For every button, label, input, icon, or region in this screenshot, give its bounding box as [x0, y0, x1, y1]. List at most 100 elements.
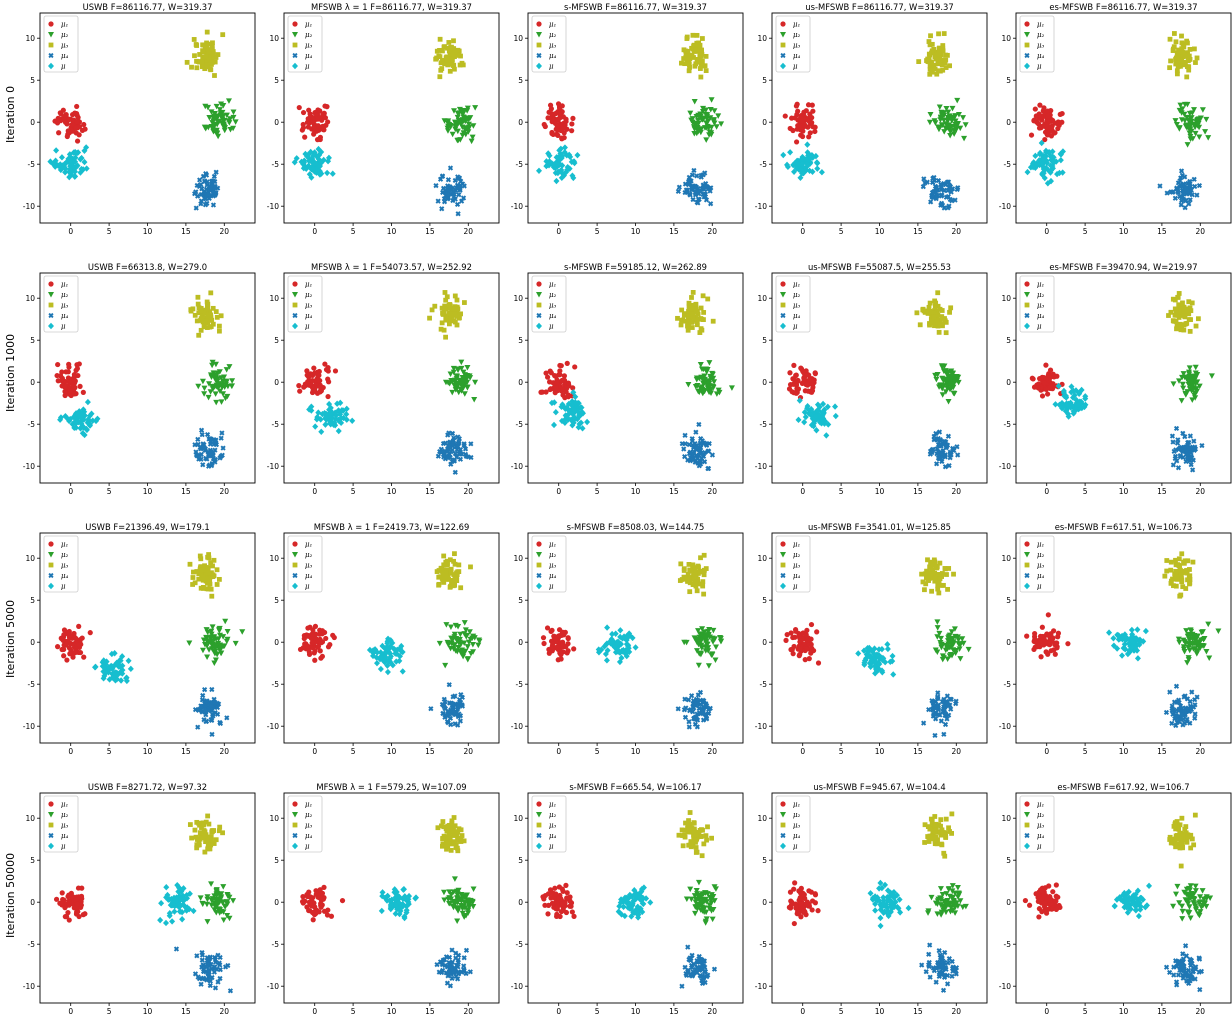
- data-point: [941, 31, 947, 36]
- data-point: [464, 125, 471, 132]
- y-tick-label: -10: [999, 722, 1011, 731]
- data-point: [555, 101, 562, 107]
- data-point: [446, 40, 452, 45]
- data-point: [930, 179, 936, 185]
- data-point: [308, 174, 315, 181]
- x-tick-label: 20: [1196, 227, 1206, 236]
- data-point: [687, 192, 693, 198]
- x-tick-label: 0: [1044, 487, 1049, 496]
- data-point: [1031, 384, 1038, 390]
- y-tick-label: 10: [269, 294, 279, 303]
- data-point: [925, 557, 930, 563]
- data-point: [1195, 117, 1202, 124]
- legend-label: μ: [549, 583, 554, 591]
- legend-box: [287, 15, 323, 73]
- y-tick-label: 5: [1006, 596, 1011, 605]
- x-tick-label: 0: [800, 487, 805, 496]
- data-point: [708, 97, 715, 103]
- data-point: [540, 635, 547, 641]
- data-point: [455, 52, 461, 58]
- y-tick-label: 10: [1001, 34, 1011, 43]
- data-point: [687, 589, 693, 595]
- y-tick-label: -5: [1004, 160, 1012, 169]
- data-point: [1047, 367, 1054, 373]
- data-point: [1187, 119, 1194, 126]
- data-point: [217, 576, 222, 582]
- data-point: [570, 174, 577, 182]
- data-point: [686, 319, 692, 325]
- legend-label: μ: [305, 63, 310, 71]
- data-point: [461, 183, 467, 189]
- data-point: [1192, 124, 1199, 131]
- data-point: [552, 169, 559, 177]
- data-point: [962, 122, 969, 128]
- data-point: [690, 314, 696, 319]
- data-point: [708, 124, 715, 131]
- legend-label: μ₂: [549, 31, 557, 39]
- data-point: [914, 310, 920, 316]
- data-point: [1055, 125, 1061, 132]
- data-point: [58, 154, 65, 161]
- data-point: [460, 195, 467, 201]
- data-point: [814, 165, 821, 172]
- data-point: [948, 118, 955, 124]
- data-point: [927, 63, 933, 69]
- legend-marker: [780, 21, 786, 27]
- data-point: [707, 188, 713, 194]
- legend-label: μ₁: [1037, 281, 1045, 289]
- legend-box: [775, 15, 811, 73]
- y-tick-label: 0: [1006, 118, 1011, 127]
- data-point: [82, 126, 88, 132]
- data-point: [782, 113, 788, 119]
- data-point: [718, 121, 725, 127]
- data-point: [694, 125, 701, 131]
- data-point: [798, 638, 804, 644]
- data-point: [438, 60, 444, 66]
- data-point: [1196, 182, 1203, 189]
- data-point: [433, 182, 439, 189]
- data-point: [195, 294, 201, 300]
- data-point: [305, 371, 311, 378]
- data-point: [452, 293, 458, 299]
- legend-label: μ: [61, 323, 66, 331]
- data-point: [219, 116, 226, 123]
- data-point: [916, 59, 922, 64]
- data-point: [693, 184, 700, 190]
- legend-marker: [48, 302, 54, 308]
- data-point: [198, 327, 204, 333]
- data-point: [1168, 309, 1174, 315]
- data-point: [1178, 567, 1183, 573]
- data-point: [1192, 183, 1198, 190]
- data-point: [943, 57, 949, 63]
- y-tick-label: 5: [1006, 336, 1011, 345]
- data-point: [72, 650, 78, 656]
- legend-label: μ: [61, 583, 66, 591]
- x-tick-label: 15: [181, 747, 191, 756]
- data-point: [55, 115, 61, 121]
- data-point: [206, 49, 212, 55]
- y-tick-label: -10: [267, 722, 279, 731]
- data-point: [715, 113, 722, 119]
- data-point: [1186, 67, 1192, 73]
- data-point: [325, 157, 332, 165]
- data-point: [1192, 130, 1199, 137]
- data-point: [926, 39, 932, 44]
- data-point: [64, 133, 70, 140]
- data-point: [951, 131, 958, 137]
- panel-title: MFSWB λ = 1 F=2419.73, W=122.69: [314, 522, 470, 532]
- data-point: [558, 363, 564, 369]
- data-point: [1043, 122, 1050, 129]
- data-point: [67, 388, 73, 394]
- panel-title: USWB F=66313.8, W=279.0: [88, 262, 207, 272]
- data-point: [1037, 633, 1044, 639]
- data-point: [199, 59, 205, 65]
- data-point: [1180, 41, 1186, 47]
- data-point: [316, 163, 323, 170]
- data-point: [687, 54, 693, 60]
- data-point: [198, 316, 204, 322]
- x-tick-label: 5: [839, 227, 844, 236]
- data-point: [947, 63, 953, 69]
- scatter-panel: USWB F=21396.49, W=179.10 5 10 15 20-10-5051…: [23, 522, 256, 756]
- data-point: [804, 646, 810, 652]
